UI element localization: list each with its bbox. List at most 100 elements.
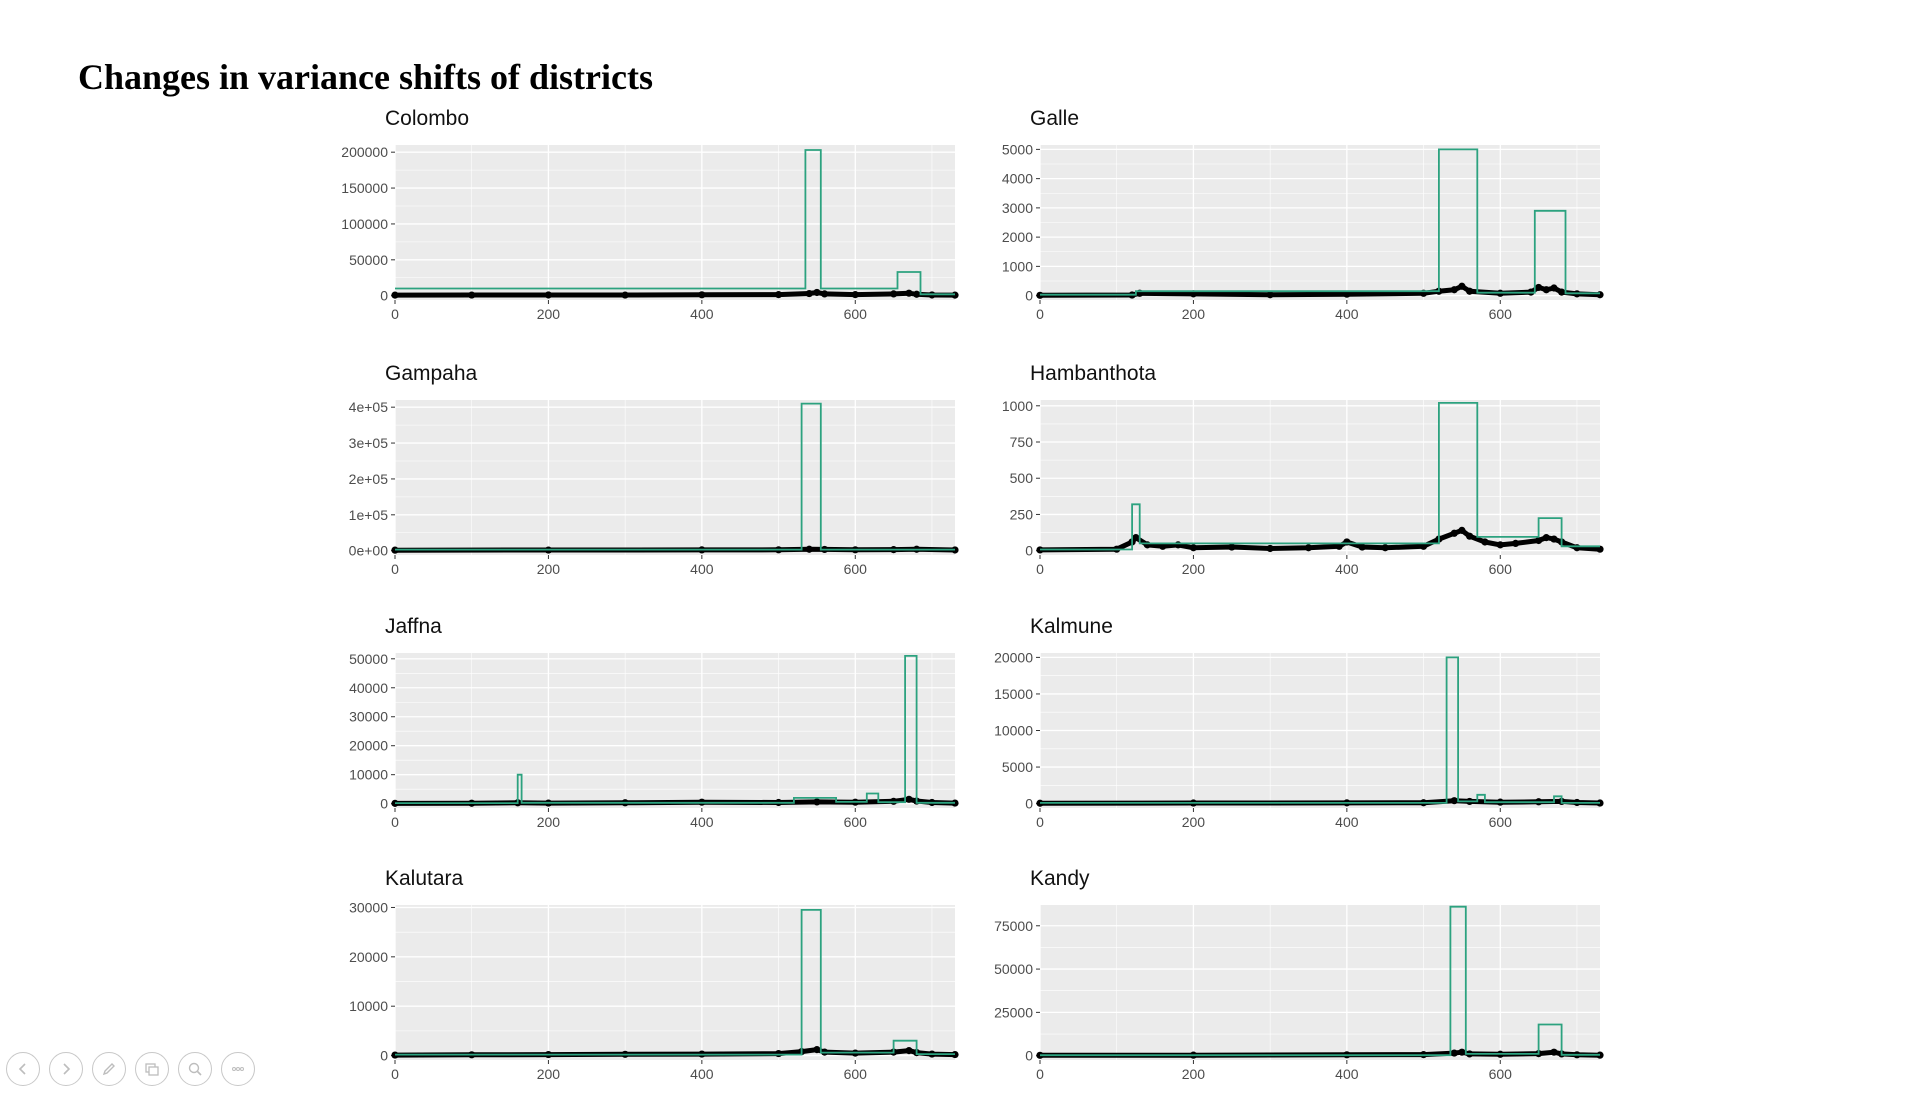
x-tick-label: 200 xyxy=(537,561,561,577)
chart-title: Jaffna xyxy=(385,615,442,638)
chart-gampaha: Gampaha 0 200 400 600 0e+00 1e+05 2e+05 3e+05 4e+… xyxy=(330,355,970,595)
data-point xyxy=(1358,543,1366,551)
data-point xyxy=(1550,1048,1558,1056)
y-tick-label: 0 xyxy=(1025,796,1033,812)
data-point xyxy=(1419,542,1428,550)
slideshow-toolbar xyxy=(6,1052,255,1086)
zoom-icon[interactable] xyxy=(178,1052,212,1086)
y-tick-label: 10000 xyxy=(349,767,388,783)
y-tick-label: 2e+05 xyxy=(349,471,389,487)
data-point xyxy=(1596,799,1604,807)
chart-jaffna: Jaffna 0 200 400 600 0 10000 20000 30000 40000 500… xyxy=(330,608,970,848)
variance-shift-line xyxy=(395,149,955,296)
x-tick-label: 400 xyxy=(690,561,714,577)
slide-title: Changes in variance shifts of districts xyxy=(78,57,653,97)
y-tick-label: 2000 xyxy=(1002,229,1033,245)
y-tick-label: 50000 xyxy=(349,252,388,268)
data-point xyxy=(820,290,829,298)
x-tick-label: 200 xyxy=(537,306,561,322)
y-tick-label: 0 xyxy=(380,1048,388,1064)
data-point xyxy=(1132,534,1140,542)
x-tick-label: 0 xyxy=(391,306,399,322)
chart-kalutara: Kalutara 0 200 400 600 0 10000 20000 30000 xyxy=(330,860,970,1100)
variance-shift-line xyxy=(1040,402,1600,551)
y-tick-label: 50000 xyxy=(349,651,388,667)
x-tick-label: 400 xyxy=(1335,561,1359,577)
y-tick-label: 750 xyxy=(1010,434,1034,450)
data-point xyxy=(805,545,813,553)
x-tick-label: 200 xyxy=(1182,306,1206,322)
x-tick-label: 600 xyxy=(844,306,868,322)
chart-title: Galle xyxy=(1030,107,1079,130)
data-point xyxy=(805,289,813,298)
y-tick-label: 5000 xyxy=(1002,759,1033,775)
data-point xyxy=(468,291,476,299)
data-point xyxy=(1550,284,1558,292)
slides-icon[interactable] xyxy=(135,1052,169,1086)
data-point xyxy=(1159,542,1167,550)
x-tick-label: 0 xyxy=(1036,1066,1044,1082)
data-point xyxy=(1343,538,1351,546)
y-tick-label: 20000 xyxy=(349,738,388,754)
data-point xyxy=(1573,544,1581,552)
data-point xyxy=(621,291,629,299)
x-tick-label: 600 xyxy=(844,814,868,830)
variance-shift-line xyxy=(395,655,955,805)
observed-series-line xyxy=(392,290,958,298)
chart-title: Kandy xyxy=(1030,867,1090,890)
y-tick-label: 0e+00 xyxy=(349,543,389,559)
data-point xyxy=(913,290,921,298)
data-point xyxy=(813,1046,821,1054)
data-point xyxy=(1189,544,1198,552)
chart-svg: Kalutara 0 200 400 600 0 10000 20000 30000 xyxy=(349,867,959,1082)
data-point xyxy=(1450,797,1458,805)
data-point xyxy=(813,798,821,806)
previous-icon[interactable] xyxy=(6,1052,40,1086)
x-tick-label: 400 xyxy=(690,814,714,830)
y-tick-label: 4e+05 xyxy=(349,399,389,415)
data-point xyxy=(544,291,553,299)
chart-svg: Galle 0 200 400 600 0 1000 2000 3000 4000 5000 xyxy=(1002,107,1604,322)
data-point xyxy=(1450,1049,1458,1057)
chart-title: Kalutara xyxy=(385,867,464,890)
y-tick-label: 40000 xyxy=(349,680,388,696)
y-tick-label: 500 xyxy=(1010,470,1034,486)
x-tick-label: 0 xyxy=(1036,814,1044,830)
variance-shift-line xyxy=(1040,905,1600,1057)
data-point xyxy=(1596,1051,1604,1059)
y-tick-label: 0 xyxy=(1025,288,1033,304)
next-icon[interactable] xyxy=(49,1052,83,1086)
more-icon[interactable] xyxy=(221,1052,255,1086)
chart-svg: Kalmune 0 200 400 600 0 5000 10000 15000 20000 xyxy=(994,615,1604,830)
y-tick-label: 15000 xyxy=(994,686,1033,702)
y-tick-label: 0 xyxy=(380,288,388,304)
variance-shift-line xyxy=(395,909,955,1056)
x-tick-label: 200 xyxy=(1182,814,1206,830)
plot-panel xyxy=(395,145,955,300)
chart-title: Gampaha xyxy=(385,362,478,385)
data-point xyxy=(1535,283,1543,292)
chart-galle: Galle 0 200 400 600 0 1000 2000 3000 4000 5000 xyxy=(975,100,1615,340)
data-point xyxy=(1550,535,1558,543)
data-point xyxy=(813,288,821,297)
y-tick-label: 25000 xyxy=(994,1004,1033,1020)
y-tick-label: 75000 xyxy=(994,918,1033,934)
x-tick-label: 200 xyxy=(537,814,561,830)
chart-title: Hambanthota xyxy=(1030,362,1156,385)
data-point xyxy=(1143,541,1151,549)
data-point xyxy=(1496,541,1504,549)
x-tick-label: 200 xyxy=(1182,561,1206,577)
y-tick-label: 1000 xyxy=(1002,398,1033,414)
plot-panel xyxy=(395,400,955,555)
data-point xyxy=(890,290,898,298)
x-tick-label: 0 xyxy=(1036,306,1044,322)
data-point xyxy=(774,1049,783,1058)
x-tick-label: 400 xyxy=(1335,814,1359,830)
x-tick-label: 600 xyxy=(1489,814,1513,830)
variance-shift-line xyxy=(1040,656,1600,804)
chart-svg: Hambanthota 0 200 400 600 0 250 500 750 1000 xyxy=(1002,362,1604,577)
data-point xyxy=(1335,542,1343,550)
pen-icon[interactable] xyxy=(92,1052,126,1086)
data-point xyxy=(1174,541,1182,549)
x-tick-label: 0 xyxy=(391,814,399,830)
